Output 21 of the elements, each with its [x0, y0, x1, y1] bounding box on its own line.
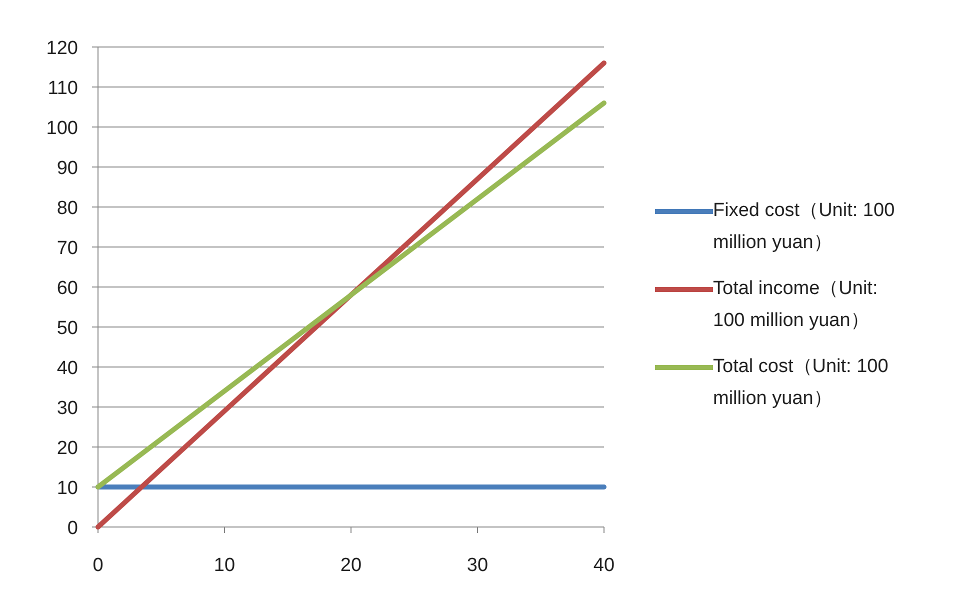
y-tick-label: 40 [56, 358, 78, 379]
x-tick-label: 0 [92, 555, 104, 576]
legend-label: Total cost（Unit: 100 million yuan） [713, 355, 890, 411]
y-tick-label: 60 [56, 278, 78, 299]
y-tick-label: 50 [56, 318, 78, 339]
y-tick-label: 20 [56, 438, 78, 459]
y-tick-label: 10 [56, 478, 78, 499]
y-tick-label: 70 [56, 238, 78, 259]
y-tick-label: 110 [48, 78, 78, 99]
x-tick-label: 40 [593, 555, 615, 576]
legend-label: Total income（Unit: 100 million yuan） [713, 277, 879, 333]
y-tick-label: 80 [56, 198, 78, 219]
y-tick-label: 30 [56, 398, 78, 419]
x-tick-label: 10 [214, 555, 236, 576]
legend-label: Fixed cost（Unit: 100 million yuan） [713, 199, 896, 255]
y-tick-label: 100 [46, 118, 78, 139]
x-tick-label: 30 [466, 555, 488, 576]
y-tick-label: 0 [67, 518, 78, 539]
y-tick-label: 120 [46, 38, 78, 59]
y-tick-label: 90 [56, 158, 78, 179]
x-tick-label: 20 [340, 555, 362, 576]
